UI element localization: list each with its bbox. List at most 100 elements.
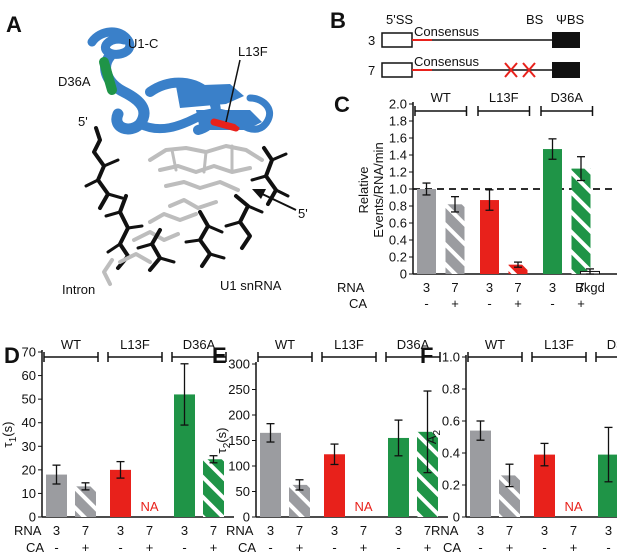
bar	[598, 454, 617, 517]
ca-value: -	[118, 540, 122, 555]
bar	[289, 484, 310, 517]
group-label: L13F	[334, 337, 364, 352]
rna-value: 3	[117, 523, 124, 538]
y-tick-label: 0	[400, 267, 407, 282]
y-axis-label-part: 1	[8, 436, 19, 442]
y-tick-label: 2.0	[389, 97, 407, 112]
y-tick-label: 0.2	[442, 478, 460, 493]
bar	[110, 469, 131, 517]
y-tick-label: 300	[228, 357, 250, 372]
group-label: WT	[61, 337, 81, 352]
panel-letter-e: E	[212, 343, 227, 368]
rna-row-label: RNA	[226, 523, 254, 538]
na-label: NA	[564, 499, 582, 514]
bar	[203, 459, 224, 517]
y-tick-label: 0.2	[389, 250, 407, 265]
construct-3: 3 Consensus	[368, 24, 580, 48]
y-axis-label-part: (s)	[0, 422, 15, 437]
y-axis-label-part: τ	[214, 447, 229, 453]
label-five-prime-right: 5'	[298, 206, 308, 221]
bar	[75, 486, 96, 517]
group-label: WT	[275, 337, 295, 352]
rna-value: 3	[395, 523, 402, 538]
y-tick-label: 10	[22, 486, 36, 501]
y-tick-label: 0	[453, 510, 460, 525]
y-axis-label: A2	[424, 429, 443, 444]
y-tick-label: 0.8	[389, 199, 407, 214]
rna-row-label: RNA	[14, 523, 42, 538]
y-tick-label: 1.0	[389, 182, 407, 197]
label-d36a: D36A	[58, 74, 91, 89]
label-l13f: L13F	[238, 44, 268, 59]
ca-value: -	[54, 540, 58, 555]
bar	[324, 454, 345, 517]
y-tick-label: 70	[22, 345, 36, 360]
bar	[445, 204, 465, 274]
y-tick-label: 60	[22, 368, 36, 383]
y-tick-label: 40	[22, 415, 36, 430]
ca-value: +	[146, 540, 154, 555]
rna-value: 7	[210, 523, 217, 538]
ca-row-label: CA	[238, 540, 256, 555]
y-tick-label: 50	[22, 392, 36, 407]
rna-value: 7	[506, 523, 513, 538]
panel-f-chart: F 0 0.2 0.4 0.6 0.8 1.0 A2 NA WT L13F D36A RNA CA 3 - 7 +…	[420, 337, 617, 555]
y-axis-label: τ1(s)	[0, 422, 19, 448]
y-tick-label: 1.4	[389, 148, 407, 163]
label-five-prime-top: 5'	[78, 114, 88, 129]
y-axis-label-part: (s)	[214, 428, 229, 443]
rna-structure	[84, 126, 290, 286]
rna-value: 3	[331, 523, 338, 538]
ca-value: +	[514, 296, 522, 311]
bar	[417, 431, 438, 517]
ca-value: +	[424, 540, 432, 555]
y-axis-label-part: 2	[432, 429, 443, 435]
y-axis-label-part: Relative	[356, 167, 371, 214]
y-tick-label: 1.6	[389, 131, 407, 146]
ca-value: -	[182, 540, 186, 555]
ca-value: -	[606, 540, 610, 555]
y-axis-label: τ2(s)	[214, 428, 233, 454]
rna-value: 3	[541, 523, 548, 538]
panel-letter-d: D	[4, 343, 20, 368]
protein-ribbon	[87, 27, 273, 135]
label-u1-snrna: U1 snRNA	[220, 278, 282, 293]
y-tick-label: 0.4	[442, 446, 460, 461]
ca-value: -	[478, 540, 482, 555]
y-tick-label: 0.6	[389, 216, 407, 231]
label-u1c: U1-C	[128, 36, 158, 51]
rna-value: 7	[424, 523, 431, 538]
group-label: D36A	[550, 90, 583, 105]
y-axis-label-part: Events/RNA/min	[371, 142, 386, 237]
rna-row-label: RNA	[431, 523, 459, 538]
rna-value: 7	[360, 523, 367, 538]
ca-value: +	[577, 296, 585, 311]
rna-value: 3	[423, 280, 430, 295]
panel-c-chart: C 0 0.2 0.4 0.6 0.8 1.0 1.2 1.4 1.6 1.8 2.0 Relative…	[334, 90, 617, 311]
ca-value: +	[82, 540, 90, 555]
ca-value: +	[360, 540, 368, 555]
group-label: L13F	[544, 337, 574, 352]
y-tick-label: 0.4	[389, 233, 407, 248]
y-axis-label: RelativeEvents/RNA/min	[356, 142, 386, 237]
consensus-label-3: Consensus	[414, 24, 480, 39]
label-intron: Intron	[62, 282, 95, 297]
y-tick-label: 20	[22, 462, 36, 477]
bar	[499, 475, 520, 517]
consensus-label-7: Consensus	[414, 54, 480, 69]
y-tick-label: 0.8	[442, 382, 460, 397]
ca-value: -	[487, 296, 491, 311]
rna-value: 7	[577, 280, 584, 295]
ca-value: +	[210, 540, 218, 555]
rna-value: 7	[514, 280, 521, 295]
rna-row-label: RNA	[337, 280, 365, 295]
label-psibs: ΨBS	[556, 12, 585, 27]
bar	[46, 474, 67, 517]
label-bs: BS	[526, 12, 544, 27]
panel-letter-a: A	[6, 12, 22, 37]
ca-value: -	[424, 296, 428, 311]
rna-value: 7	[570, 523, 577, 538]
construct-7-label: 7	[368, 63, 375, 78]
